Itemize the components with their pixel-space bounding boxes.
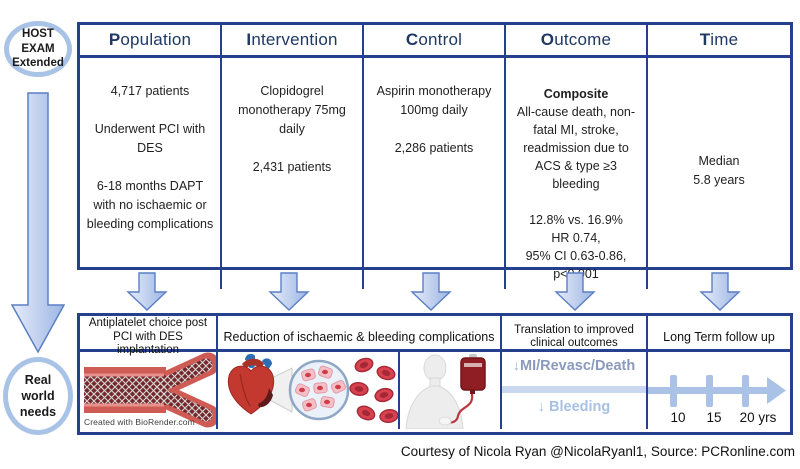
outcome-stat-ci: 95% CI 0.63-0.86, <box>525 249 627 263</box>
intervention-cell: Clopidogrel monotherapy 75mg daily 2,431… <box>222 58 364 289</box>
theme-followup: Long Term follow up <box>663 329 775 344</box>
outcome-cell: Composite All-cause death, non-fatal MI,… <box>506 58 648 289</box>
biorender-caption: Created with BioRender.com <box>84 417 195 427</box>
timeline-illustration: 10 15 20 yrs <box>648 375 786 425</box>
big-down-arrow-icon <box>11 92 65 354</box>
time-cell: Median 5.8 years <box>648 58 790 289</box>
real-world-badge-label: Real world needs <box>19 372 57 420</box>
study-badge: HOST EXAM Extended <box>4 21 72 77</box>
connector-arrow-time-icon <box>699 272 741 311</box>
lower-table: Antiplatelet choice post PCI with DES im… <box>77 313 793 435</box>
transfusion-cell <box>400 352 502 429</box>
population-dapt: 6-18 months DAPT with no ischaemic or bl… <box>86 179 214 231</box>
patient-transfusion-illustration <box>405 354 486 429</box>
intervention-drug: Clopidogrel monotherapy 75mg daily <box>238 84 346 136</box>
connector-arrow-intervention-icon <box>268 272 310 311</box>
results-cell: ↓MI/Revasc/Death ↓ Bleeding <box>502 352 648 429</box>
study-badge-label: HOST EXAM Extended <box>12 28 64 70</box>
header-control-initial: C <box>405 30 419 49</box>
header-population-initial: P <box>108 30 121 49</box>
artery-stent-illustration <box>84 352 216 428</box>
header-outcome-rest: utcome <box>554 30 612 49</box>
theme-translation: Translation to improved clinical outcome… <box>502 316 648 359</box>
result-mi-label: MI/Revasc/Death <box>520 358 636 374</box>
header-intervention-initial: I <box>246 30 252 49</box>
timeline-tick-10: 10 <box>670 410 685 425</box>
timeline-tick-15: 15 <box>706 410 721 425</box>
down-arrow-icon: ↓ <box>512 358 520 374</box>
red-blood-cells <box>349 357 398 423</box>
control-cell: Aspirin monotherapy 100mg daily 2,286 pa… <box>364 58 506 289</box>
header-outcome-initial: O <box>540 30 555 49</box>
time-years: 5.8 years <box>693 172 745 187</box>
intervention-patients: 2,431 patients <box>252 160 332 174</box>
horizontal-bar <box>502 386 646 393</box>
blood-bag-icon <box>438 354 486 426</box>
theme-antiplatelet: Antiplatelet choice post PCI with DES im… <box>80 316 218 359</box>
patient-silhouette <box>405 354 464 429</box>
header-time-rest: ime <box>710 30 739 49</box>
artery-stent-cell: Created with BioRender.com <box>80 352 218 429</box>
header-intervention-rest: ntervention <box>251 30 338 49</box>
timeline-tick-20: 20 yrs <box>740 410 777 425</box>
header-control-rest: ontrol <box>418 30 463 49</box>
timeline-cell: 10 15 20 yrs <box>648 352 790 429</box>
graphics-row: Created with BioRender.com <box>80 352 790 429</box>
outcome-description: All-cause death, non-fatal MI, stroke, r… <box>516 105 636 191</box>
heart-icon <box>227 353 275 415</box>
population-pci: Underwent PCI with DES <box>94 122 206 155</box>
timeline-arrowhead-icon <box>767 377 786 404</box>
population-patients: 4,717 patients <box>110 84 190 98</box>
result-bleeding-label: Bleeding <box>549 399 611 415</box>
control-drug: Aspirin monotherapy 100mg daily <box>376 84 492 117</box>
outcome-title: Composite <box>543 87 609 101</box>
themes-row: Antiplatelet choice post PCI with DES im… <box>80 316 790 359</box>
result-mi: ↓MI/Revasc/Death <box>502 358 646 374</box>
connector-arrow-control-icon <box>410 272 452 311</box>
header-population-rest: opulation <box>120 30 192 49</box>
connector-arrow-population-icon <box>126 272 168 311</box>
result-bleeding: ↓ Bleeding <box>502 399 646 415</box>
population-cell: 4,717 patients Underwent PCI with DES 6-… <box>80 58 222 289</box>
theme-reduction: Reduction of ischaemic & bleeding compli… <box>218 316 502 359</box>
down-arrow-icon: ↓ <box>537 399 545 415</box>
control-patients: 2,286 patients <box>394 141 474 155</box>
heart-platelets-illustration <box>227 353 398 423</box>
real-world-badge: Real world needs <box>3 357 73 435</box>
credit-line: Courtesy of Nicola Ryan @NicolaRyanl1, S… <box>400 444 795 459</box>
heart-cells-cell <box>218 352 400 429</box>
header-time-initial: T <box>699 30 711 49</box>
magnified-platelets <box>288 359 350 421</box>
time-median: Median <box>698 153 740 168</box>
outcome-stat-hr: HR 0.74, <box>551 231 601 245</box>
outcome-stat-rates: 12.8% vs. 16.9% <box>529 213 623 227</box>
connector-arrow-outcome-icon <box>554 272 596 311</box>
